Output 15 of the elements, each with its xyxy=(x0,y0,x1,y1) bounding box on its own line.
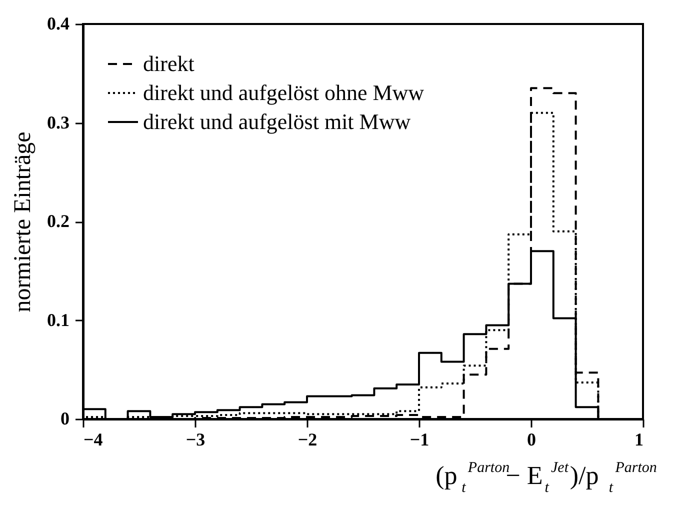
y-tick-label: 0 xyxy=(60,408,70,428)
x-tick-label: −2 xyxy=(298,430,318,450)
legend-label: direkt xyxy=(143,51,194,76)
legend-label: direkt und aufgelöst mit Mww xyxy=(143,109,411,134)
x-tick-label: 1 xyxy=(634,430,644,450)
y-tick-label: 0.4 xyxy=(47,14,70,34)
y-axis-title: normierte Einträge xyxy=(10,132,36,312)
legend-label: direkt und aufgelöst ohne Mww xyxy=(143,80,424,105)
x-tick-label: 0 xyxy=(527,430,536,450)
y-tick-label: 0.3 xyxy=(47,112,70,132)
x-tick-label: −3 xyxy=(186,430,206,450)
x-tick-label: −4 xyxy=(84,430,103,450)
x-tick-label: −1 xyxy=(410,430,430,450)
y-tick-label: 0.2 xyxy=(47,211,70,231)
y-tick-label: 0.1 xyxy=(47,310,70,330)
